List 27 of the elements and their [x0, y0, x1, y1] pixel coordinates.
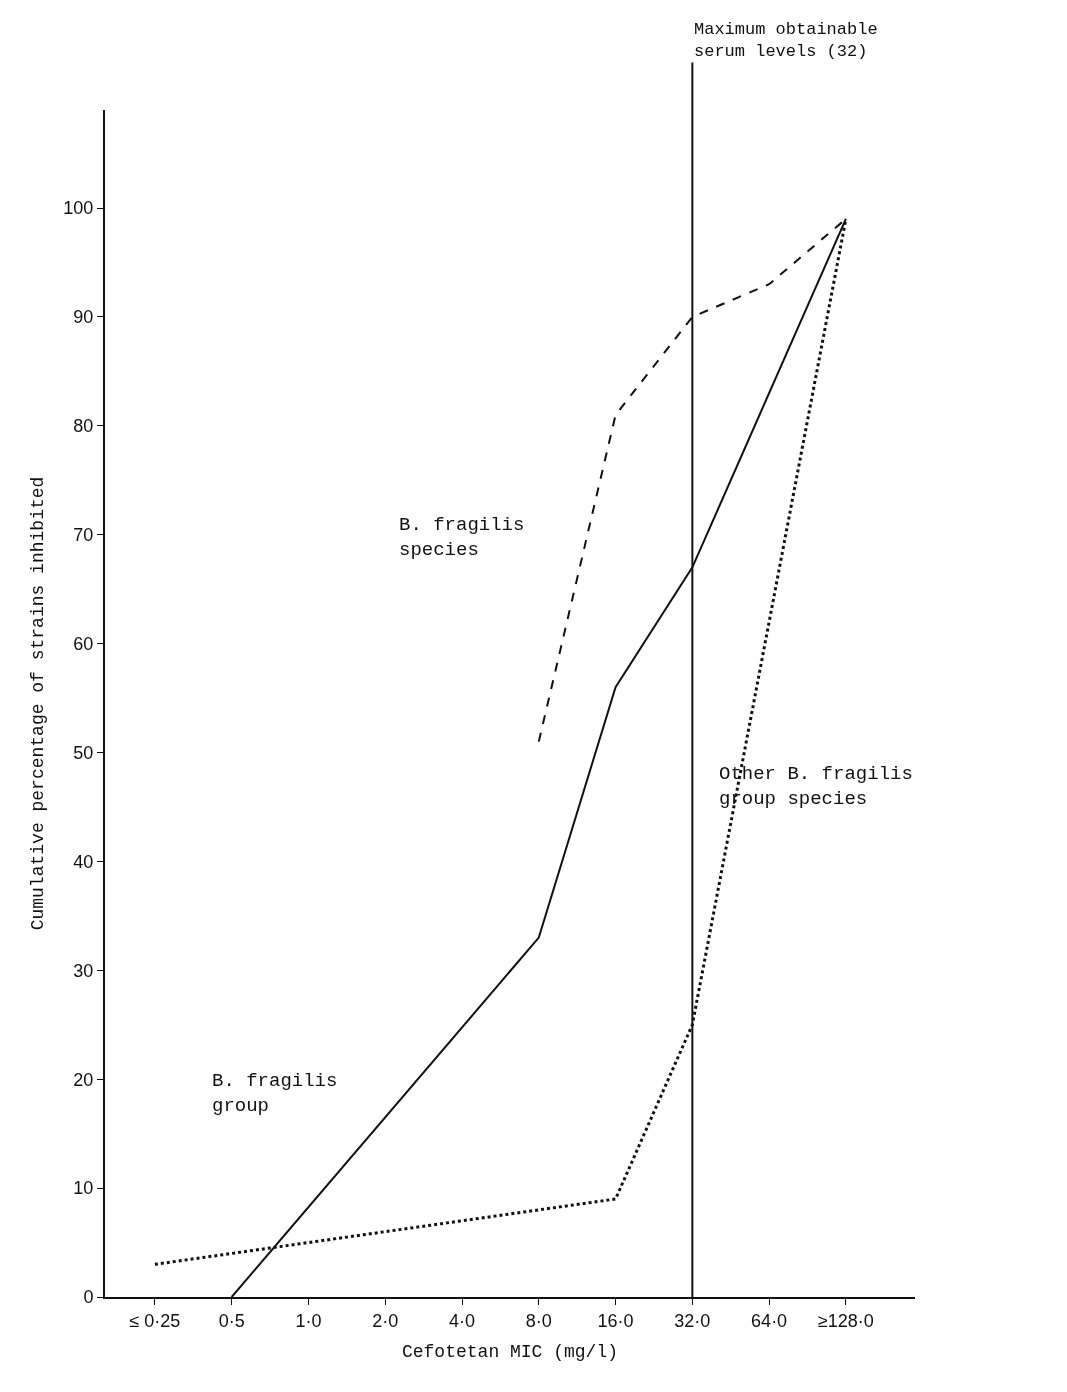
annotation: B. fragilis species	[399, 514, 525, 561]
x-tick-label: 64·0	[751, 1310, 788, 1331]
y-tick-label: 40	[73, 851, 94, 872]
y-tick-label: 80	[73, 416, 94, 437]
y-tick-label: 90	[73, 307, 94, 328]
y-tick-label: 20	[73, 1069, 94, 1090]
y-tick-label: 100	[63, 198, 94, 219]
y-tick-label: 10	[73, 1178, 94, 1199]
x-axis-title: Cefotetan MIC (mg/l)	[401, 1342, 619, 1363]
x-tick-label: ≤ 0·25	[129, 1310, 181, 1331]
x-tick-label: 2·0	[372, 1310, 399, 1331]
annotation: Other B. fragilis group species	[719, 763, 913, 810]
x-tick-label: 8·0	[525, 1310, 552, 1331]
annotation: B. fragilis group	[212, 1070, 338, 1117]
y-tick-label: 30	[73, 960, 94, 981]
y-tick-label: 50	[73, 742, 94, 763]
x-tick-label: 4·0	[449, 1310, 476, 1331]
ref-line-label: Maximum obtainable serum levels (32)	[694, 20, 878, 62]
x-tick-label: 16·0	[597, 1310, 634, 1331]
x-tick-label: 32·0	[674, 1310, 711, 1331]
x-tick-label: ≥128·0	[817, 1310, 874, 1331]
y-tick-label: 60	[73, 633, 94, 654]
y-tick-label: 70	[73, 525, 94, 546]
y-axis-title: Cumulative percentage of strains inhibited	[28, 476, 49, 931]
x-tick-label: 0·5	[218, 1310, 245, 1331]
x-tick-label: 1·0	[295, 1310, 322, 1331]
y-tick-label: 0	[83, 1287, 94, 1308]
